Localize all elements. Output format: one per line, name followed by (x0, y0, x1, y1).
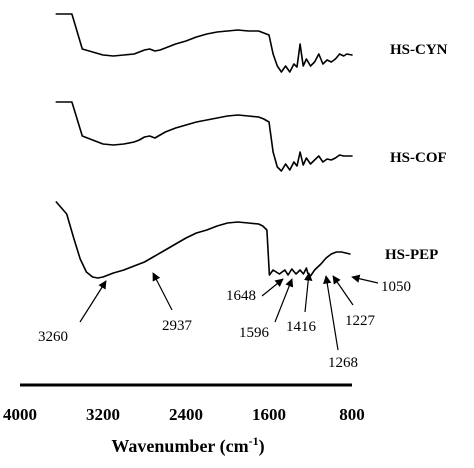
x-axis-title-superscript: -1 (249, 434, 259, 448)
x-tick-label: 2400 (169, 405, 203, 424)
arrow-2937 (152, 272, 173, 311)
x-tick-label: 3200 (86, 405, 120, 424)
spectrum-hs-cyn (55, 13, 353, 73)
annotation-arrows (79, 272, 379, 351)
annotation-label-1596: 1596 (239, 325, 270, 341)
annotation-label-1227: 1227 (345, 313, 376, 329)
arrow-1416 (304, 272, 313, 313)
annotation-label-1648: 1648 (226, 288, 256, 304)
arrow-1268 (323, 275, 339, 351)
series-label-hs-pep: HS-PEP (385, 247, 438, 263)
series-label-hs-cyn: HS-CYN (390, 42, 448, 58)
annotation-label-2937: 2937 (162, 318, 193, 334)
x-tick-label: 4000 (3, 405, 37, 424)
x-axis-title: Wavenumber (cm-1) (111, 434, 264, 457)
arrow-1596 (274, 278, 294, 323)
x-tick-label: 800 (339, 405, 365, 424)
series-label-hs-cof: HS-COF (390, 150, 447, 166)
x-axis-tick-labels: 4000 3200 2400 1600 800 (3, 405, 365, 424)
spectrum-hs-pep (55, 201, 351, 279)
annotation-label-1416: 1416 (286, 319, 317, 335)
annotation-label-1268: 1268 (328, 355, 358, 371)
arrow-1227 (332, 275, 354, 306)
x-axis-title-close: ) (259, 436, 265, 457)
spectrum-hs-cof (55, 101, 353, 172)
x-axis-title-main: Wavenumber (cm (111, 436, 248, 457)
x-tick-label: 1600 (252, 405, 286, 424)
annotation-label-3260: 3260 (38, 329, 68, 345)
arrow-3260 (79, 280, 107, 323)
arrow-1648 (261, 278, 284, 297)
spectra-group (55, 13, 353, 279)
arrow-1050 (351, 274, 379, 284)
annotation-label-1050: 1050 (381, 279, 411, 295)
